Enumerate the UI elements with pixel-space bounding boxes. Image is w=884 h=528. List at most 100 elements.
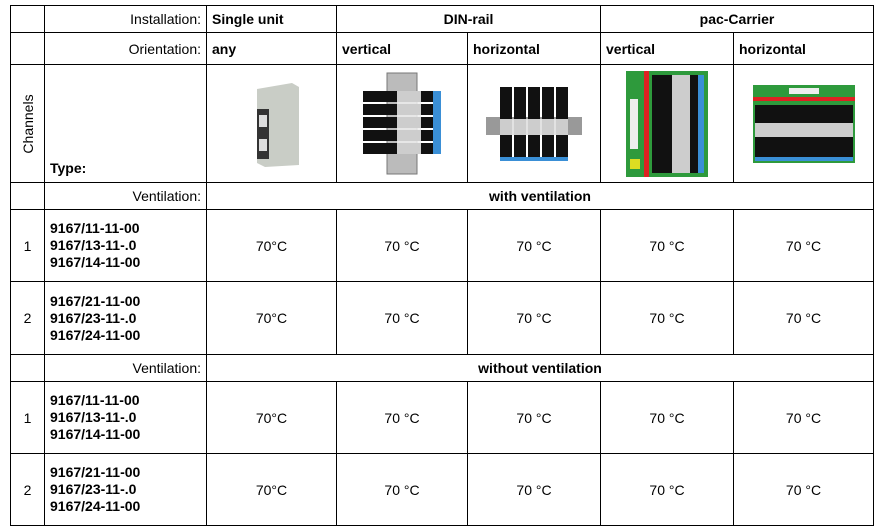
module-labels [500,118,568,135]
temperature: 70 °C [336,281,468,355]
pac-vertical-image [626,70,708,177]
section-title: without ventilation [206,354,874,382]
section-title: with ventilation [206,182,874,210]
connector [788,87,819,94]
channels: 1 [10,381,45,454]
channels: 2 [10,453,45,526]
orientation: vertical [336,32,468,65]
temperature: 70°C [206,281,337,355]
empty-cell [10,32,45,65]
module-ends [500,156,568,161]
installation: DIN-rail [336,5,601,33]
temperature: 70 °C [336,381,468,454]
temperature: 70 °C [600,281,734,355]
orientation: horizontal [467,32,601,65]
ventilation-row: Ventilation: without ventilation [10,354,874,382]
picture-cell [600,64,734,183]
types: 9167/21-11-00 9167/23-11-.0 9167/24-11-00 [44,453,207,526]
type: 9167/23-11-.0 [50,309,137,326]
modules [500,86,568,161]
temperature: 70°C [206,453,337,526]
type: 9167/14-11-00 [50,426,141,442]
installation-row: Installation: Single unit DIN-rail pac-C… [10,5,874,33]
module-ends [433,91,441,154]
type: 9167/11-11-00 [50,220,140,236]
picture-cell [336,64,468,183]
type: 9167/21-11-00 [50,292,141,309]
temperature: 70 °C [467,209,601,282]
type: 9167/14-11-00 [50,254,141,270]
table-body: Installation: Single unit DIN-rail pac-C… [10,5,874,526]
type: 9167/13-11-.0 [50,237,137,253]
temperature: 70 °C [336,453,468,526]
data-row: 1 9167/11-11-00 9167/13-11-.0 9167/14-11-00… [10,381,874,454]
channels-header: Channels [10,64,45,183]
carrier-strip [644,70,649,177]
din-horizontal-image [486,86,582,161]
pac-horizontal-image [752,84,855,163]
types: 9167/11-11-00 9167/13-11-.0 9167/14-11-00 [44,381,207,454]
connector [630,98,638,149]
module-ends [754,156,853,161]
temperature: 70 °C [467,381,601,454]
type: 9167/23-11-.0 [50,481,137,497]
type: 9167/24-11-00 [50,326,141,343]
picture-row: Channels Type: [10,64,874,183]
temperature: 70 °C [467,281,601,355]
temperature: 70 °C [733,281,874,355]
module-labels [754,122,853,137]
module-labels [397,91,421,154]
temperature: 70 °C [600,209,734,282]
type: 9167/13-11-.0 [50,409,137,425]
channels-label: Channels [19,93,36,154]
picture-cell [206,64,337,183]
types: 9167/21-11-00 9167/23-11-.0 9167/24-11-00 [44,281,207,355]
channels: 1 [10,209,45,282]
ventilation-row: Ventilation: with ventilation [10,182,874,210]
row-label: Ventilation: [44,354,207,382]
type: 9167/21-11-00 [50,464,141,480]
orientation: vertical [600,32,734,65]
type: 9167/11-11-00 [50,392,140,408]
installation: pac-Carrier [600,5,874,33]
empty-cell [10,182,45,210]
temperature: 70 °C [733,209,874,282]
type: 9167/24-11-00 [50,498,141,514]
temperature: 70 °C [600,381,734,454]
rating-table: Installation: Single unit DIN-rail pac-C… [10,5,874,526]
terminal [258,138,267,151]
data-row: 2 9167/21-11-00 9167/23-11-.0 9167/24-11-00… [10,453,874,526]
empty-cell [10,354,45,382]
led [630,158,640,169]
types: 9167/11-11-00 9167/13-11-.0 9167/14-11-00 [44,209,207,282]
temperature: 70°C [206,209,337,282]
module-labels [672,74,690,173]
terminal [258,114,267,127]
picture-cell [467,64,601,183]
picture-cell [733,64,874,183]
temperature: 70°C [206,381,337,454]
channels: 2 [10,281,45,355]
data-row: 1 9167/11-11-00 9167/13-11-.0 9167/14-11-00… [10,209,874,282]
row-label: Installation: [44,5,207,33]
temperature: 70 °C [336,209,468,282]
row-label: Orientation: [44,32,207,65]
single-unit-image [256,82,299,167]
temperature: 70 °C [600,453,734,526]
installation: Single unit [206,5,337,33]
data-row: 2 9167/21-11-00 9167/23-11-.0 9167/24-11-00… [10,281,874,355]
temperature: 70 °C [733,453,874,526]
type-header: Type: [44,64,207,183]
temperature: 70 °C [733,381,874,454]
orientation-row: Orientation: any vertical horizontal ver… [10,32,874,65]
modules [363,91,441,154]
din-vertical-image [363,72,441,175]
carrier-strip [752,96,855,101]
temperature: 70 °C [467,453,601,526]
row-label: Ventilation: [44,182,207,210]
empty-cell [10,5,45,33]
orientation: horizontal [733,32,874,65]
module-ends [698,74,704,173]
orientation: any [206,32,337,65]
